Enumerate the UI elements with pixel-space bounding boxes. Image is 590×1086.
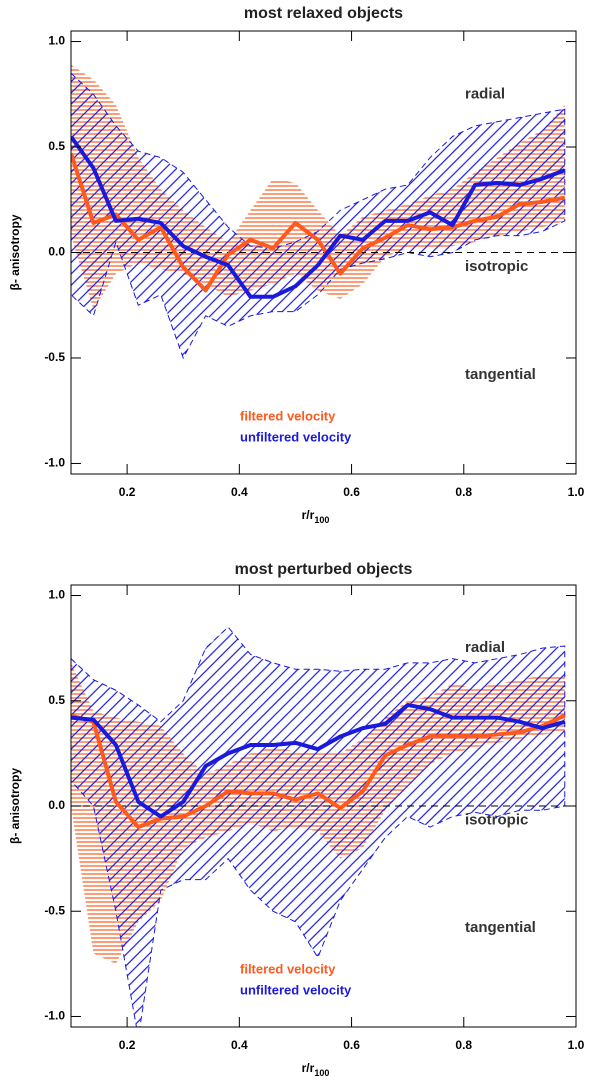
mean-line (71, 152, 566, 293)
annotation: radial (465, 85, 505, 102)
y-axis-label: β- anisotropy (8, 768, 22, 844)
x-axis-label: r/r100 (302, 1061, 330, 1078)
annotation: tangential (465, 919, 536, 936)
legend-entry: filtered velocity (240, 962, 336, 977)
x-tick-label: 1.0 (568, 485, 585, 499)
x-axis-label-subscript: 100 (314, 1068, 329, 1078)
x-tick-label: 1.0 (568, 1038, 585, 1052)
x-tick-label: 0.4 (231, 1038, 248, 1052)
plot-area (71, 64, 576, 360)
y-tick-label: 1.0 (48, 34, 65, 48)
x-axis-label-text: r/r (302, 508, 315, 522)
x-tick-label: 0.8 (455, 1038, 472, 1052)
annotation: isotropic (465, 258, 528, 275)
legend-entry: unfiltered velocity (240, 430, 352, 445)
y-tick-label: 0.5 (48, 693, 65, 707)
mean-line (71, 702, 566, 819)
y-tick-label: -1.0 (44, 456, 65, 470)
annotation: radial (465, 639, 505, 656)
x-tick-label: 0.2 (119, 485, 136, 499)
x-tick-label: 0.2 (119, 1038, 136, 1052)
x-tick-label: 0.4 (231, 485, 248, 499)
chart-title: most perturbed objects (235, 561, 413, 578)
mean-line (71, 713, 566, 830)
x-axis-label-subscript: 100 (314, 515, 329, 525)
x-tick-label: 0.6 (343, 1038, 360, 1052)
plot-area (71, 626, 576, 1027)
y-tick-label: 0.0 (48, 245, 65, 259)
legend-entry: unfiltered velocity (240, 983, 352, 998)
mean-line (71, 135, 566, 299)
spread-band (71, 72, 566, 360)
panel: most perturbed objects 0.2 0.4 0.6 0.8 1.0 -1.… (8, 561, 584, 1078)
y-tick-label: 0.0 (48, 798, 65, 812)
y-tick-label: -0.5 (44, 350, 65, 364)
y-tick-label: -1.0 (44, 1009, 65, 1023)
y-tick-label: 0.5 (48, 139, 65, 153)
panel: most relaxed objects 0.2 0.4 0.6 0.8 1.0 -1.0 -… (8, 5, 584, 525)
x-tick-label: 0.8 (455, 485, 472, 499)
chart-title: most relaxed objects (244, 5, 403, 22)
x-tick-label: 0.6 (343, 485, 360, 499)
annotation: tangential (465, 366, 536, 383)
x-axis-label: r/r100 (302, 508, 330, 525)
y-tick-label: -0.5 (44, 903, 65, 917)
annotation: isotropic (465, 812, 528, 829)
x-axis-label-text: r/r (302, 1061, 315, 1075)
legend-entry: filtered velocity (240, 408, 336, 423)
y-axis-label: β- anisotropy (8, 214, 22, 290)
y-tick-label: 1.0 (48, 588, 65, 602)
